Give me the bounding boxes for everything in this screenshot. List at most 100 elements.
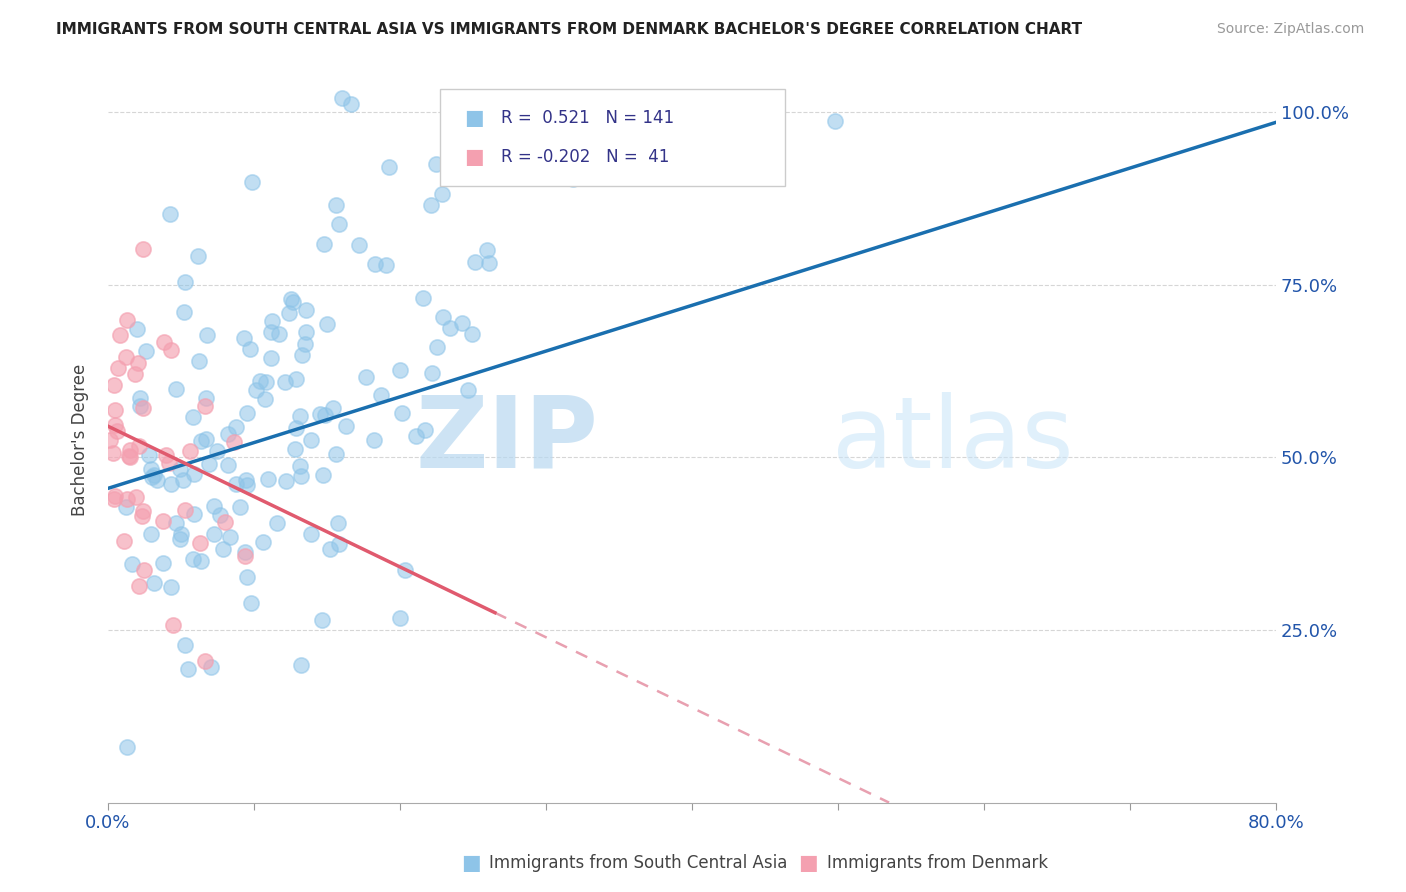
Point xyxy=(290,468,312,483)
Point xyxy=(118,449,141,463)
Point xyxy=(132,243,155,257)
Point xyxy=(209,508,232,523)
Point xyxy=(183,507,205,521)
Point xyxy=(181,409,204,424)
Point xyxy=(824,114,846,128)
Point xyxy=(294,337,316,351)
Point xyxy=(249,375,271,389)
Point xyxy=(245,383,267,397)
Point xyxy=(391,407,413,421)
Point xyxy=(235,570,257,584)
Point xyxy=(312,468,335,483)
Point xyxy=(315,317,337,331)
Point xyxy=(141,470,163,484)
Text: ■: ■ xyxy=(464,108,484,128)
Point xyxy=(420,366,443,380)
Point xyxy=(240,175,263,189)
Point xyxy=(187,249,209,263)
Point xyxy=(228,500,250,514)
Point xyxy=(104,489,127,503)
Point xyxy=(172,473,194,487)
Point xyxy=(155,448,177,462)
Point xyxy=(105,424,128,438)
Point xyxy=(233,545,256,559)
Point xyxy=(232,331,254,345)
Point xyxy=(214,515,236,529)
Point xyxy=(276,474,298,488)
Text: R =  0.521   N = 141: R = 0.521 N = 141 xyxy=(501,109,673,128)
Point xyxy=(152,514,174,528)
Point xyxy=(132,563,155,577)
Point xyxy=(325,447,347,461)
Point xyxy=(112,533,135,548)
Point xyxy=(235,473,257,487)
Point xyxy=(340,97,363,112)
Point xyxy=(236,406,259,420)
Point xyxy=(752,91,775,105)
Point xyxy=(160,343,183,358)
Point xyxy=(152,556,174,570)
Point xyxy=(195,327,218,342)
Point xyxy=(426,340,449,354)
Point xyxy=(224,434,246,449)
Point xyxy=(457,383,479,397)
Point xyxy=(125,322,148,336)
Point xyxy=(439,320,461,334)
Point xyxy=(200,660,222,674)
Point xyxy=(219,530,242,544)
Point xyxy=(314,236,336,251)
Point xyxy=(135,344,157,359)
Point xyxy=(104,403,127,417)
Point xyxy=(181,552,204,566)
Text: Immigrants from Denmark: Immigrants from Denmark xyxy=(827,854,1047,871)
Point xyxy=(202,499,225,513)
Point xyxy=(262,313,284,327)
Point xyxy=(131,508,153,523)
Text: Source: ZipAtlas.com: Source: ZipAtlas.com xyxy=(1216,22,1364,37)
Point xyxy=(363,256,385,270)
Point xyxy=(165,516,187,530)
Text: R = -0.202   N =  41: R = -0.202 N = 41 xyxy=(501,147,669,166)
Point xyxy=(217,427,239,442)
Point xyxy=(267,327,290,342)
Point xyxy=(132,401,155,416)
Point xyxy=(183,467,205,481)
Point xyxy=(647,142,669,156)
Point xyxy=(335,419,357,434)
Point xyxy=(174,638,197,652)
Point xyxy=(187,354,209,368)
Point xyxy=(174,276,197,290)
Point xyxy=(477,243,499,257)
Point xyxy=(127,356,149,370)
Point xyxy=(285,420,308,434)
Point xyxy=(177,662,200,676)
Point xyxy=(280,292,302,306)
Point xyxy=(101,446,124,460)
Point xyxy=(190,554,212,568)
Point xyxy=(157,456,180,470)
Point xyxy=(205,444,228,458)
Point xyxy=(195,392,218,406)
Point xyxy=(347,238,370,252)
Point xyxy=(211,541,233,556)
Point xyxy=(432,310,454,324)
Point xyxy=(104,417,127,432)
Point xyxy=(325,198,347,212)
Point xyxy=(285,372,308,386)
Point xyxy=(173,305,195,319)
Point xyxy=(107,361,129,376)
Point xyxy=(330,91,353,105)
Point xyxy=(129,391,152,405)
Point xyxy=(152,335,174,350)
Point xyxy=(115,500,138,515)
Point xyxy=(179,444,201,458)
Point xyxy=(562,172,585,186)
Point xyxy=(217,458,239,472)
Text: ■: ■ xyxy=(464,146,484,167)
Point xyxy=(121,558,143,572)
Point xyxy=(412,291,434,305)
Point xyxy=(477,256,499,270)
Point xyxy=(288,459,311,474)
Point xyxy=(160,581,183,595)
Point xyxy=(388,363,411,377)
